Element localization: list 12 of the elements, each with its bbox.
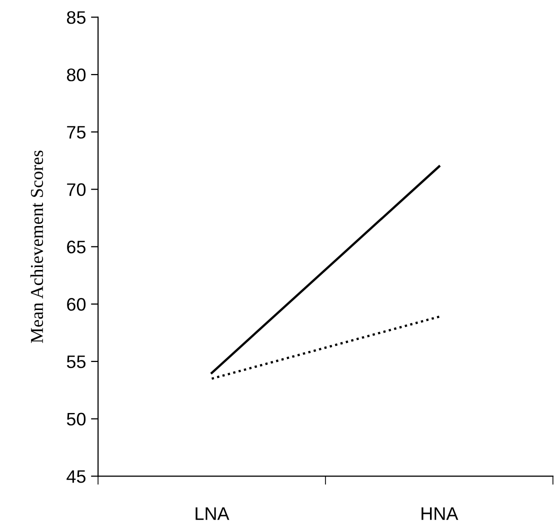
y-tick-label: 75 (67, 126, 86, 139)
y-tick-label: 60 (67, 298, 86, 311)
y-axis-title: Mean Achievement Scores (30, 150, 44, 343)
y-tick-label: 65 (67, 240, 86, 254)
x-tick-label: HNA (422, 507, 458, 520)
x-tick-label: LNA (196, 507, 230, 520)
y-tick-label: 50 (66, 412, 86, 426)
y-tick-label: 45 (66, 470, 86, 483)
y-tick-label: 70 (67, 183, 86, 196)
y-tick-label: 55 (66, 356, 86, 368)
y-tick-label: 80 (66, 68, 86, 82)
y-tick-label: 85 (66, 11, 86, 24)
